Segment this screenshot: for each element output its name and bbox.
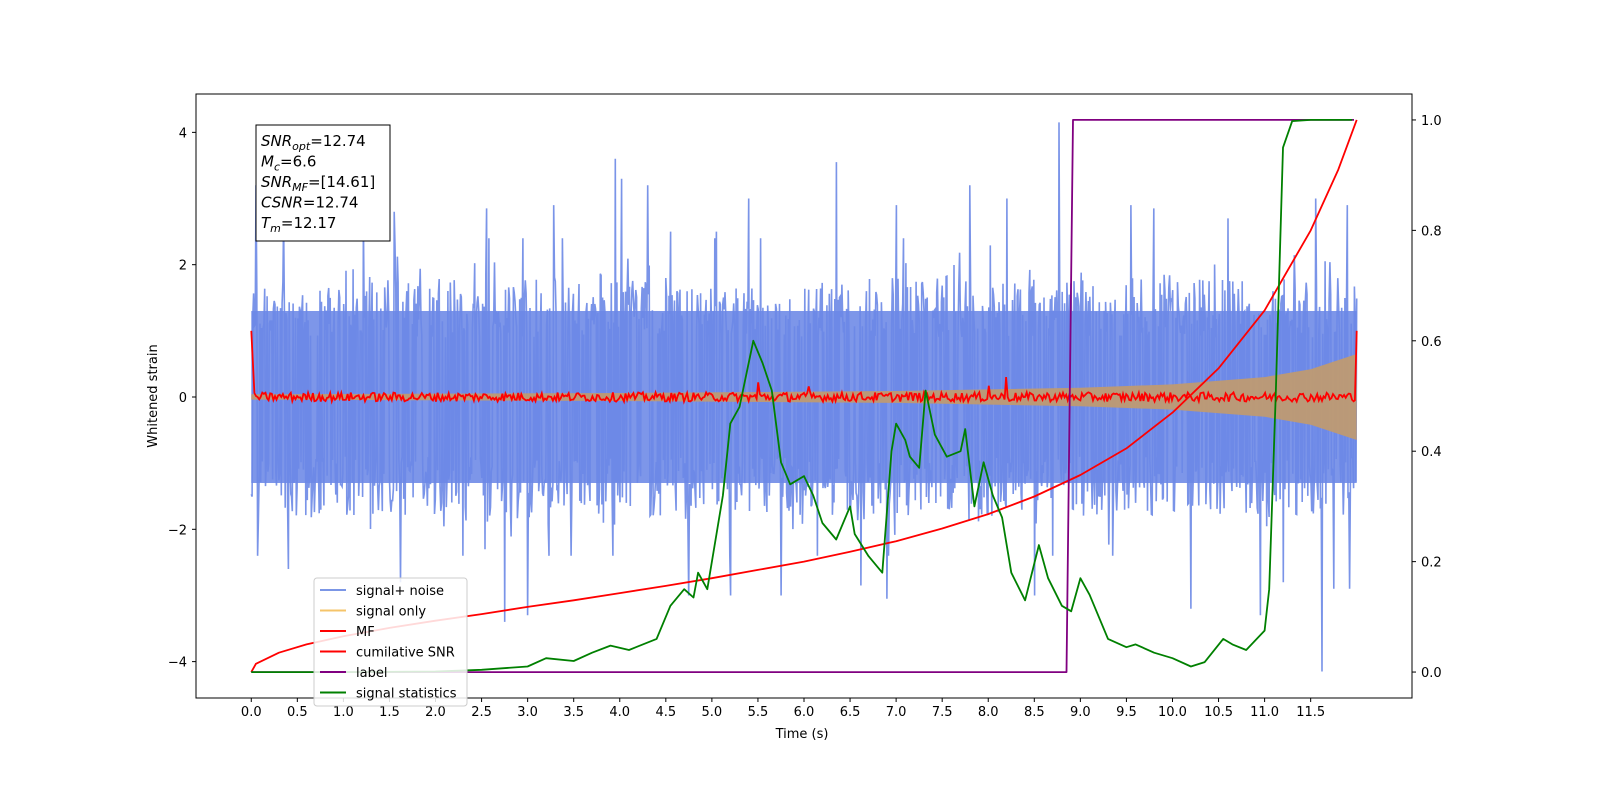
x-tick-label: 6.5 <box>840 705 861 720</box>
legend-entry: signal+ noise <box>356 584 444 599</box>
series-signal-statistics-line <box>251 119 1353 673</box>
series-signal-only-envelope <box>251 354 1357 440</box>
x-tick-label: 2.5 <box>471 705 492 720</box>
x-tick-label: 7.0 <box>886 705 907 720</box>
x-tick-label: 2.0 <box>425 705 446 720</box>
x-tick-label: 8.5 <box>1024 705 1045 720</box>
x-tick-label: 10.0 <box>1158 705 1187 720</box>
legend-entry: signal statistics <box>356 687 457 702</box>
annotation-line: CSNR=12.74 <box>261 194 358 212</box>
series-signal-noise-line <box>250 122 1358 672</box>
legend-entry: cumilative SNR <box>356 646 455 661</box>
y2-tick-label: 1.0 <box>1421 114 1442 129</box>
x-tick-label: 8.0 <box>978 705 999 720</box>
x-tick-label: 6.0 <box>794 705 815 720</box>
y-axis-right: 0.0 0.2 0.4 0.6 0.8 1.0 <box>1412 114 1442 681</box>
x-tick-label: 5.0 <box>702 705 723 720</box>
x-tick-label: 0.0 <box>241 705 262 720</box>
y2-tick-label: 0.8 <box>1421 224 1442 239</box>
series-mf-line <box>250 330 1358 405</box>
x-tick-label: 4.5 <box>655 705 676 720</box>
x-tick-label: 1.5 <box>379 705 400 720</box>
x-tick-label: 9.5 <box>1116 705 1137 720</box>
x-tick-label: 0.5 <box>287 705 308 720</box>
x-tick-label: 3.0 <box>517 705 538 720</box>
annotation-line: Tm=12.17 <box>261 214 336 235</box>
y-axis-label: Whitened strain <box>146 344 161 447</box>
x-tick-label: 5.5 <box>748 705 769 720</box>
x-axis-label: Time (s) <box>775 727 829 742</box>
y-tick-label: 2 <box>179 259 187 274</box>
x-tick-label: 9.0 <box>1070 705 1091 720</box>
y-axis-left: −4 −2 0 2 4 <box>168 126 196 671</box>
x-tick-label: 10.5 <box>1204 705 1233 720</box>
x-tick-label: 7.5 <box>932 705 953 720</box>
x-tick-label: 3.5 <box>563 705 584 720</box>
legend: signal+ noise signal only MF cumilative SNR… <box>313 577 468 707</box>
y2-tick-label: 0.0 <box>1421 666 1442 681</box>
annotation-line: SNRMF=[14.61] <box>261 173 375 194</box>
annotation-frame <box>255 124 391 242</box>
annotation-line: Mc=6.6 <box>261 153 316 174</box>
y2-tick-label: 0.6 <box>1421 335 1442 350</box>
legend-entry: label <box>356 666 387 681</box>
y2-tick-label: 0.4 <box>1421 445 1442 460</box>
annotation-box: SNRopt=12.74Mc=6.6SNRMF=[14.61]CSNR=12.7… <box>255 124 391 242</box>
legend-frame <box>313 577 468 707</box>
x-tick-label: 11.0 <box>1250 705 1279 720</box>
plot-area <box>250 119 1358 673</box>
x-tick-label: 1.0 <box>333 705 354 720</box>
x-tick-label: 11.5 <box>1296 705 1325 720</box>
y2-tick-label: 0.2 <box>1421 556 1442 571</box>
legend-entry: MF <box>356 625 375 640</box>
y-tick-label: −2 <box>168 523 187 538</box>
y-tick-label: −4 <box>168 656 187 671</box>
y-tick-label: 0 <box>179 391 187 406</box>
legend-entry: signal only <box>356 605 426 620</box>
annotation-line: SNRopt=12.74 <box>261 132 366 153</box>
y-tick-label: 4 <box>179 126 187 141</box>
series-label-line <box>251 119 1354 673</box>
x-axis: 0.0 0.5 1.0 1.5 2.0 2.5 3.0 3.5 4.0 4.5 5.0 5.5 6.0 6… <box>241 698 1325 720</box>
x-tick-label: 4.0 <box>609 705 630 720</box>
